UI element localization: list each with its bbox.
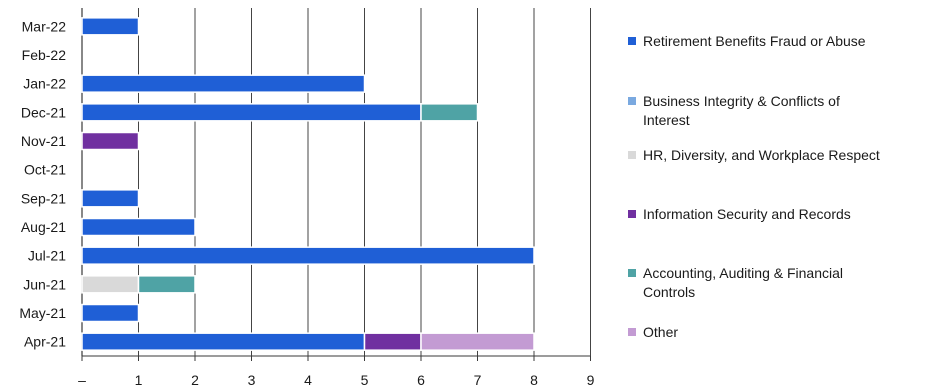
legend-item-4: Accounting, Auditing & Financial Control…: [628, 264, 928, 302]
category-label-jul-21: Jul-21: [28, 248, 66, 264]
bar-may-21-series-0: [81, 303, 140, 323]
bar-jun-21-series-4: [137, 275, 196, 294]
legend-item-5: Other: [628, 323, 928, 342]
legend-swatch-5: [628, 328, 636, 336]
bar-mar-22-series-0: [81, 17, 140, 36]
gridlines: [81, 8, 591, 361]
category-label-sep-21: Sep-21: [21, 190, 66, 206]
x-tick-label-7: 7: [474, 372, 482, 388]
legend-swatch-2: [628, 151, 636, 159]
legend-swatch-0: [628, 37, 636, 45]
bar-jan-22-series-0: [81, 74, 366, 93]
category-label-feb-22: Feb-22: [22, 47, 67, 63]
bar-apr-21-series-5: [420, 332, 535, 351]
bar-jun-21-series-2: [81, 275, 140, 294]
bar-sep-21-series-0: [81, 189, 140, 208]
category-label-apr-21: Apr-21: [24, 334, 66, 350]
legend-item-1: Business Integrity & Conflicts of Intere…: [628, 92, 928, 130]
category-label-dec-21: Dec-21: [21, 104, 66, 120]
x-tick-label-8: 8: [530, 372, 538, 388]
legend-label-5: Other: [643, 324, 679, 340]
category-label-jun-21: Jun-21: [23, 276, 66, 292]
bar-dec-21-series-0: [81, 103, 422, 122]
legend: Retirement Benefits Fraud or Abuse Busine…: [628, 0, 934, 388]
legend-swatch-3: [628, 210, 636, 218]
legend-label-0: Retirement Benefits Fraud or Abuse: [643, 33, 866, 49]
category-label-aug-21: Aug-21: [21, 219, 66, 235]
x-tick-label-9: 9: [587, 372, 595, 388]
legend-item-3: Information Security and Records: [628, 205, 928, 224]
x-tick-label-5: 5: [361, 372, 369, 388]
bar-apr-21-series-3: [363, 332, 422, 351]
x-tick-label-6: 6: [417, 372, 425, 388]
legend-label-1: Business Integrity & Conflicts of Intere…: [643, 93, 840, 128]
x-tick-label-1: 1: [135, 372, 143, 388]
x-tick-label-2: 2: [191, 372, 199, 388]
bar-jul-21-series-0: [81, 246, 535, 265]
legend-item-2: HR, Diversity, and Workplace Respect: [628, 146, 928, 165]
bar-aug-21-series-0: [81, 217, 196, 237]
x-tick-label-0: –: [78, 372, 86, 388]
legend-item-0: Retirement Benefits Fraud or Abuse: [628, 32, 928, 51]
category-label-may-21: May-21: [19, 305, 66, 321]
category-labels: Apr-21 May-21 Jun-21 Jul-21 Aug-21 Sep-21 Oct-…: [19, 18, 66, 349]
category-label-jan-22: Jan-22: [23, 76, 66, 92]
bar-chart: Apr-21 May-21 Jun-21 Jul-21 Aug-21 Sep-21 Oct-…: [19, 8, 595, 388]
legend-label-4: Accounting, Auditing & Financial Control…: [643, 265, 844, 300]
legend-swatch-4: [628, 269, 636, 277]
legend-swatch-1: [628, 97, 636, 105]
bar-apr-21-series-0: [81, 332, 366, 351]
bars: [81, 17, 535, 351]
category-label-mar-22: Mar-22: [22, 18, 67, 34]
category-label-nov-21: Nov-21: [21, 133, 66, 149]
x-tick-label-3: 3: [248, 372, 256, 388]
x-tick-labels: – 1 2 3 4 5 6 7 8 9: [78, 372, 595, 388]
bar-nov-21-series-3: [81, 131, 140, 151]
legend-label-3: Information Security and Records: [643, 206, 851, 222]
x-tick-label-4: 4: [304, 372, 312, 388]
legend-label-2: HR, Diversity, and Workplace Respect: [643, 147, 880, 163]
bar-dec-21-series-4: [420, 103, 479, 122]
category-label-oct-21: Oct-21: [24, 162, 66, 178]
